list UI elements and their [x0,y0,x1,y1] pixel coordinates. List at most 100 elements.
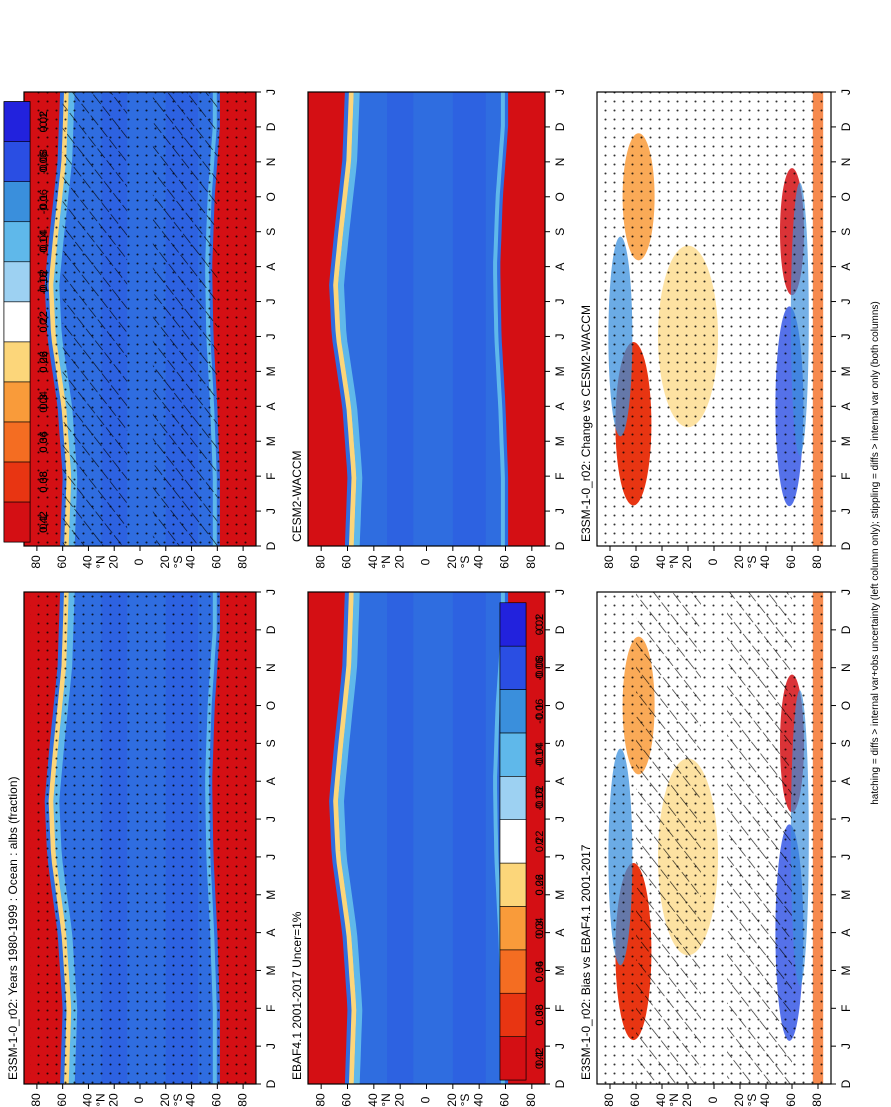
x-tick-label: J [264,589,278,595]
colorbar-label: 0.02 [534,614,546,635]
y-label-south: °S [745,1094,759,1107]
x-tick-label: J [839,89,853,95]
y-tick-label: 80 [313,555,327,569]
y-tick-label: 80 [524,555,538,569]
colorbar-label: -0.04 [38,229,50,254]
y-tick-label: 40 [184,555,198,569]
y-tick-label: 60 [498,1093,512,1107]
x-tick-label: A [839,929,853,937]
colorbar-label: 0.04 [534,917,546,938]
y-label-north: °N [379,1093,393,1106]
colorbar-label: 0.02 [38,351,50,372]
y-label-north: °N [379,555,393,568]
colorbar-label: 0.06 [534,961,546,982]
colorbar-label: -0.1 [38,112,50,131]
y-tick-label: 80 [29,555,43,569]
x-tick-label: M [839,366,853,376]
y-tick-label: 20 [158,555,172,569]
colorbar-label: 0.34 [38,431,50,452]
x-tick-label: J [839,589,853,595]
colorbar-label: 0.26 [38,351,50,372]
y-label-south: °S [458,1094,472,1107]
x-tick-label: N [264,158,278,167]
y-tick-label: 80 [602,555,616,569]
y-tick-label: 20 [680,1093,694,1107]
x-tick-label: S [839,228,853,236]
y-label-south: °S [458,556,472,569]
colorbar-swatch [3,301,31,343]
colorbar-label: 0.02 [534,874,546,895]
colorbar-label: 0.3 [38,394,50,409]
y-tick-label: 40 [366,555,380,569]
y-tick-label: 20 [392,555,406,569]
x-tick-label: J [553,89,567,95]
colorbar-label: 0.34 [534,961,546,982]
y-tick-label: 60 [340,1093,354,1107]
x-tick-label: J [839,299,853,305]
x-tick-label: S [839,739,853,747]
y-tick-label: 20 [106,555,120,569]
x-tick-label: F [264,472,278,479]
y-tick-label: 20 [158,1093,172,1107]
x-tick-label: J [264,508,278,514]
x-tick-label: N [264,663,278,672]
y-label-south: °S [745,556,759,569]
y-tick-label: 0 [132,1096,146,1103]
colorbar-swatch [3,341,31,383]
panel-title: CESM2-WACCM [290,450,304,542]
colorbar-label: 0 [534,838,546,844]
x-tick-label: O [839,192,853,201]
colorbar-label: 0.1 [534,704,546,719]
y-tick-label: 80 [313,1093,327,1107]
x-tick-label: J [553,508,567,514]
x-tick-label: D [839,1079,853,1088]
x-tick-label: S [264,739,278,747]
y-label-north: °N [667,1093,681,1106]
colorbar-label: 0.06 [534,657,546,678]
colorbar-label: 0.22 [38,311,50,332]
colorbar-label: 0.22 [38,311,50,332]
x-tick-label: D [553,541,567,550]
y-tick-label: 20 [680,555,694,569]
colorbar-label: -0.02 [38,269,50,294]
x-tick-label: O [553,192,567,201]
y-tick-label: 60 [498,555,512,569]
x-tick-label: J [264,854,278,860]
x-tick-label: A [553,402,567,410]
colorbar-label: 0.38 [38,471,50,492]
panel-p5: D J F M A M J J A S O N D J 80 60 40 20 0 20 40 60 80 °N °S E3SM-… [499,589,853,1107]
y-label-south: °S [171,1094,185,1107]
y-tick-label: 80 [524,1093,538,1107]
y-tick-label: 40 [654,1093,668,1107]
y-tick-label: 60 [784,1093,798,1107]
x-tick-label: D [839,541,853,550]
x-tick-label: N [839,663,853,672]
colorbar-swatch [3,261,31,303]
y-tick-label: 40 [471,1093,485,1107]
y-tick-label: 20 [106,1093,120,1107]
x-tick-label: N [839,158,853,167]
x-tick-label: J [264,89,278,95]
colorbar-label: 0.22 [534,831,546,852]
x-tick-label: J [839,1043,853,1049]
x-tick-label: A [839,402,853,410]
y-tick-label: 80 [602,1093,616,1107]
x-tick-label: A [839,263,853,271]
y-tick-label: 40 [471,555,485,569]
colorbar-label: 0.14 [38,231,50,252]
colorbar-swatch [499,992,527,1037]
colorbar-swatch [3,101,31,142]
x-tick-label: D [264,122,278,131]
x-tick-label: D [264,625,278,634]
colorbar-swatch [499,1036,527,1081]
colorbar-label: -0.08 [38,149,50,174]
y-tick-label: 20 [445,1093,459,1107]
y-tick-label: 0 [419,558,433,565]
x-tick-label: A [264,929,278,937]
colorbar-swatch [499,732,527,777]
x-tick-label: M [264,965,278,975]
x-tick-label: M [553,366,567,376]
y-tick-label: 40 [758,1093,772,1107]
x-tick-label: D [553,1079,567,1088]
